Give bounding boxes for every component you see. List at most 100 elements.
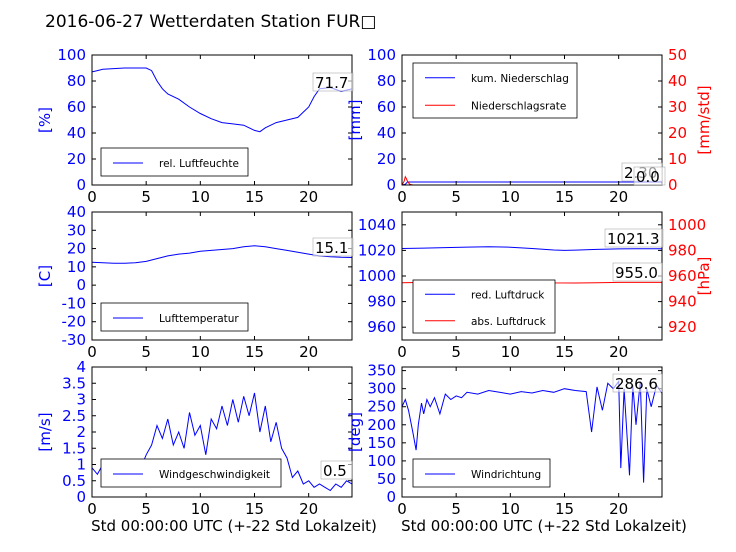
chart-precipitation: 0 5 10 15 20 0 20 40 60 80 100 0 10 20 30 40 50 [mm] [mm/s… [346,46,713,206]
y-tick-label-right-pressure-0: 920 [668,318,697,336]
value-annotation-pressure-1: 955.0 [615,264,658,282]
y-tick-label-winddirection-5: 250 [367,398,396,416]
y-tick-label-right-precipitation-1: 10 [668,150,687,168]
value-annotation-box-precipitation-1 [633,166,666,186]
series-line-pressure-0 [401,246,662,251]
figure-title: 2016-06-27 Wetterdaten Station FUR□ [45,12,376,32]
chart-pressure: 0 5 10 15 20 960 980 1000 1020 1040 920 940 960 980 10… [358,211,713,361]
plot-frame-temperature [91,211,353,341]
y-tick-label-windspeed-4: 2 [76,423,86,441]
x-tick-label-windspeed-3: 15 [245,500,264,518]
value-annotation-box-pressure-0 [604,228,664,248]
legend-box-pressure [412,279,556,334]
x-tick-label-winddirection-3: 15 [555,500,574,518]
value-annotation-box-windspeed-0 [320,460,353,480]
chart-temperature: 0 5 10 15 20-30-20-10010203040[C]15.1Lufttem… [36,203,354,361]
y-tick-label-temperature-4: 10 [67,258,86,276]
legend-entry-temperature-0: Lufttemperatur [159,313,239,325]
y-tick-label-precipitation-2: 40 [377,124,396,142]
x-tick-label-precipitation-1: 5 [451,188,461,206]
legend-entry-windspeed-0: Windgeschwindigkeit [159,469,270,481]
legend-entry-precipitation-1: Niederschlagsrate [471,100,566,112]
y-tick-label-temperature-7: 40 [67,203,86,221]
x-axis-label-windspeed: Std 00:00:00 UTC (+-22 Std Lokalzeit) [91,517,377,535]
x-tick-label-temperature-0: 0 [87,343,97,361]
plot-frame-winddirection [401,366,663,498]
value-annotation-precipitation-1: 0.0 [636,168,660,186]
y-tick-label-pressure-0: 960 [367,318,396,336]
y-tick-label-right-pressure-4: 1000 [668,216,706,234]
y-tick-label-temperature-5: 20 [67,240,86,258]
value-annotation-box-temperature-0 [312,237,354,257]
y-tick-label-temperature-2: -10 [62,294,87,312]
x-tick-label-humidity-2: 10 [191,188,210,206]
y-axis-label-right-pressure: [hPa] [695,257,713,296]
y-tick-label-windspeed-8: 4 [76,358,86,376]
y-tick-label-pressure-1: 980 [367,293,396,311]
legend-box-windspeed [100,458,282,488]
x-tick-label-precipitation-3: 15 [555,188,574,206]
plot-frame-humidity [91,54,353,186]
x-tick-label-pressure-1: 5 [451,343,461,361]
x-tick-label-pressure-4: 20 [609,343,628,361]
y-tick-label-temperature-3: 0 [76,276,86,294]
y-tick-label-pressure-2: 1000 [358,267,396,285]
y-tick-label-right-precipitation-4: 40 [668,72,687,90]
y-tick-label-humidity-1: 20 [67,150,86,168]
legend-entry-pressure-0: red. Luftdruck [471,289,545,301]
series-line-temperature-0 [91,245,353,264]
x-tick-label-precipitation-2: 10 [501,188,520,206]
y-tick-label-humidity-5: 100 [57,46,86,64]
series-line-winddirection-0 [401,379,663,483]
y-tick-label-right-pressure-1: 940 [668,293,697,311]
x-tick-label-windspeed-2: 10 [191,500,210,518]
x-tick-label-winddirection-1: 5 [451,500,461,518]
value-annotation-box-winddirection-0 [612,373,663,393]
x-tick-label-windspeed-0: 0 [87,500,97,518]
y-tick-label-winddirection-6: 300 [367,380,396,398]
x-tick-label-temperature-2: 10 [191,343,210,361]
y-tick-label-windspeed-2: 1 [76,456,86,474]
y-axis-label-windspeed: [m/s] [36,412,54,451]
y-tick-label-windspeed-0: 0 [76,488,86,506]
value-annotation-windspeed-0: 0.5 [323,462,347,480]
y-tick-label-humidity-4: 80 [67,72,86,90]
y-tick-label-precipitation-5: 100 [367,46,396,64]
y-tick-label-winddirection-2: 100 [367,452,396,470]
x-tick-label-winddirection-4: 20 [609,500,628,518]
y-tick-label-winddirection-1: 50 [377,470,396,488]
y-tick-label-winddirection-0: 0 [386,488,396,506]
x-axis-label-winddirection: Std 00:00:00 UTC (+-22 Std Lokalzeit) [401,517,687,535]
y-tick-label-precipitation-0: 0 [386,176,396,194]
value-annotation-humidity-0: 71.7 [315,74,348,92]
y-tick-label-windspeed-5: 2.5 [62,407,86,425]
y-tick-label-pressure-4: 1040 [358,216,396,234]
y-tick-label-temperature-6: 30 [67,221,86,239]
x-tick-label-temperature-3: 15 [245,343,264,361]
legend-box-humidity [100,147,249,177]
series-line-humidity-0 [91,67,353,133]
x-tick-label-temperature-4: 20 [299,343,318,361]
x-tick-label-winddirection-2: 10 [501,500,520,518]
plot-frame-precipitation [401,54,663,186]
y-axis-label-humidity: [%] [36,107,54,133]
legend-entry-humidity-0: rel. Luftfeuchte [159,158,239,170]
value-annotation-pressure-0: 1021.3 [607,230,660,248]
y-tick-label-humidity-3: 60 [67,98,86,116]
x-tick-label-humidity-1: 5 [141,188,151,206]
y-tick-label-right-precipitation-2: 20 [668,124,687,142]
legend-box-temperature [100,302,249,332]
y-tick-label-windspeed-1: 0.5 [62,472,86,490]
y-axis-label-temperature: [C] [36,265,54,287]
y-axis-label-precipitation: [mm] [346,100,364,141]
legend-box-winddirection [412,458,551,488]
y-tick-label-right-pressure-3: 980 [668,241,697,259]
y-tick-label-winddirection-3: 150 [367,434,396,452]
x-tick-label-precipitation-4: 20 [609,188,628,206]
y-tick-label-precipitation-4: 80 [377,72,396,90]
x-tick-label-windspeed-1: 5 [141,500,151,518]
y-axis-label-right-precipitation: [mm/std] [695,85,713,154]
